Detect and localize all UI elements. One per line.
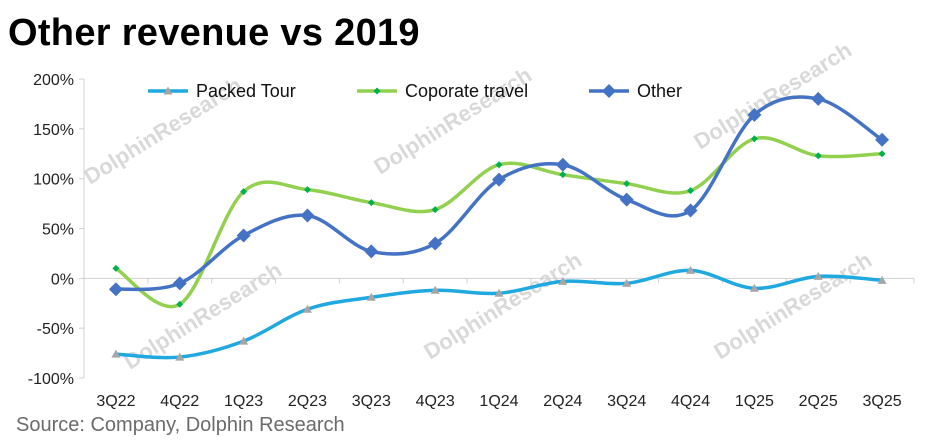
watermark-text: DolphinResearch xyxy=(689,37,856,154)
x-tick-label: 2Q23 xyxy=(288,393,327,410)
data-point-diamond xyxy=(109,282,123,296)
data-point-small-diamond xyxy=(623,180,630,187)
y-tick-label: -100% xyxy=(28,371,74,388)
y-tick-label: 200% xyxy=(33,72,74,89)
legend-item: Coporate travel xyxy=(357,81,528,101)
data-point-small-diamond xyxy=(815,152,822,159)
watermark-text: DolphinResearch xyxy=(709,247,876,364)
data-point-diamond xyxy=(602,84,616,98)
x-tick-label: 1Q24 xyxy=(479,393,518,410)
data-point-small-diamond xyxy=(559,171,566,178)
x-tick-label: 3Q22 xyxy=(96,393,135,410)
source-note: Source: Company, Dolphin Research xyxy=(16,414,345,437)
x-tick-label: 4Q24 xyxy=(671,393,710,410)
y-tick-label: -50% xyxy=(37,321,74,338)
data-point-diamond xyxy=(300,209,314,223)
x-tick-label: 2Q25 xyxy=(799,393,838,410)
y-tick-label: 150% xyxy=(33,122,74,139)
y-tick-label: 100% xyxy=(33,172,74,189)
y-tick-label: 0% xyxy=(51,271,74,288)
legend-label: Other xyxy=(637,81,682,101)
legend-item: Other xyxy=(589,81,682,101)
series-other xyxy=(109,92,889,296)
data-point-diamond xyxy=(364,244,378,258)
data-point-diamond xyxy=(556,158,570,172)
data-point-small-diamond xyxy=(368,199,375,206)
y-tick-label: 50% xyxy=(42,222,74,239)
watermark-text: DolphinResearch xyxy=(419,247,586,364)
data-point-diamond xyxy=(620,193,634,207)
x-tick-label: 2Q24 xyxy=(543,393,582,410)
x-tick-label: 4Q22 xyxy=(160,393,199,410)
data-point-small-diamond xyxy=(879,150,886,157)
x-tick-label: 3Q25 xyxy=(863,393,902,410)
data-point-small-diamond xyxy=(304,186,311,193)
legend-item: Packed Tour xyxy=(148,81,296,101)
series-line xyxy=(116,97,882,289)
legend-label: Packed Tour xyxy=(196,81,296,101)
x-tick-label: 4Q23 xyxy=(416,393,455,410)
x-tick-label: 3Q24 xyxy=(607,393,646,410)
data-point-diamond xyxy=(811,92,825,106)
x-tick-label: 3Q23 xyxy=(352,393,391,410)
legend: Packed Tour Coporate travel Other xyxy=(148,81,682,101)
series-coporate-travel xyxy=(112,135,885,307)
legend-label: Coporate travel xyxy=(405,81,528,101)
x-tick-label: 1Q25 xyxy=(735,393,774,410)
data-point-small-diamond xyxy=(374,88,381,95)
x-tick-label: 1Q23 xyxy=(224,393,263,410)
